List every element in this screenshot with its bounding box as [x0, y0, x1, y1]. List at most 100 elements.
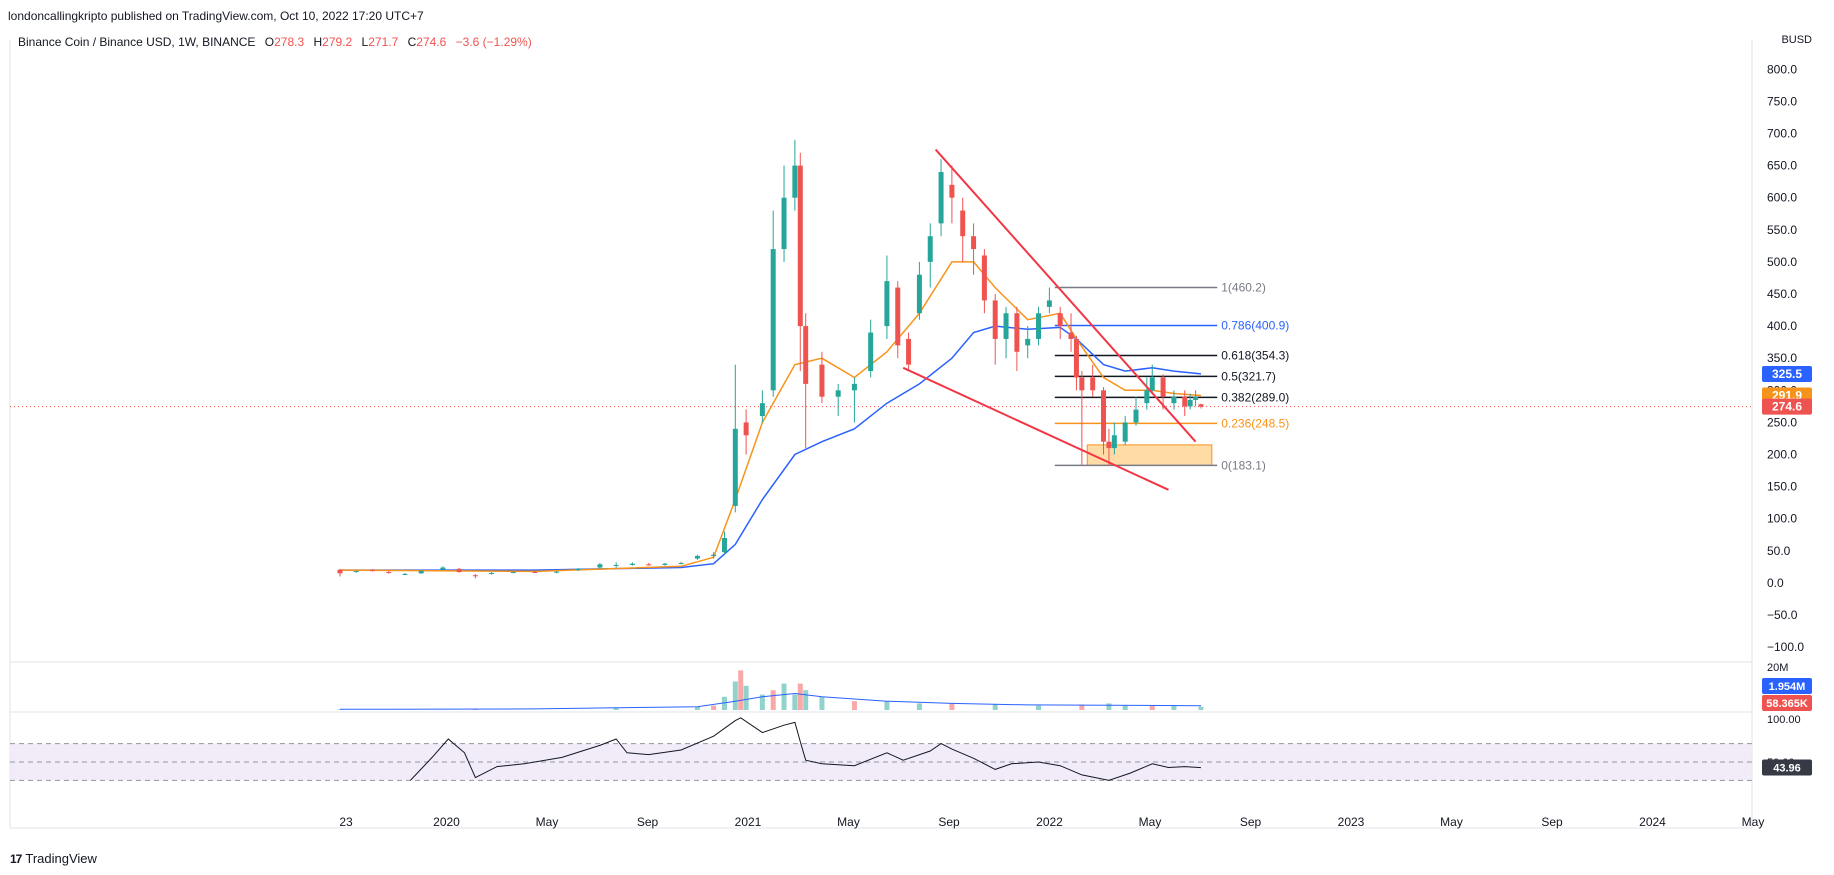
candle-body	[646, 564, 652, 566]
candle-body	[721, 538, 727, 553]
candle-body	[1014, 313, 1020, 352]
volume-bar	[738, 670, 744, 710]
close-label: C	[407, 35, 417, 49]
price-tick-label: 800.0	[1767, 62, 1797, 76]
price-tick-label: 200.0	[1767, 448, 1797, 462]
price-tick-label: 600.0	[1767, 191, 1797, 205]
volume-bar	[711, 705, 717, 710]
fib-level-label: 0.236(248.5)	[1221, 416, 1289, 430]
candle-body	[369, 570, 375, 572]
candle-body	[456, 568, 462, 573]
volume-bar	[732, 681, 738, 710]
time-tick-label: Sep	[1541, 815, 1563, 829]
price-tick-label: 250.0	[1767, 415, 1797, 429]
fib-level-label: 0.382(289.0)	[1221, 390, 1289, 404]
ma-fast-line	[339, 261, 1202, 573]
time-tick-label: May	[837, 815, 860, 829]
volume-bar	[1122, 705, 1128, 710]
candle-body	[1068, 332, 1074, 339]
candle-body	[597, 564, 603, 568]
time-tick-label: 2021	[735, 815, 762, 829]
high-label: H	[313, 35, 323, 49]
volume-bar	[1106, 703, 1112, 710]
candle-body	[1149, 377, 1155, 391]
fib-level-label: 0(183.1)	[1221, 458, 1266, 472]
volume-bar	[613, 707, 619, 710]
symbol-legend: Binance Coin / Binance USD, 1W, BINANCE …	[18, 35, 532, 49]
tradingview-brand[interactable]: 17 TradingView	[10, 851, 97, 866]
rsi-value-badge	[1762, 759, 1812, 776]
change-value: −3.6 (−1.29%)	[455, 35, 532, 49]
volume-bar	[694, 706, 700, 710]
time-tick-label: May	[1440, 815, 1463, 829]
candle-body	[1090, 377, 1096, 391]
volume-bar	[916, 703, 922, 710]
volume-badge	[1762, 678, 1812, 694]
candle-body	[532, 572, 538, 574]
candle-body	[1160, 377, 1166, 397]
price-tick-label: 0.0	[1767, 576, 1784, 590]
price-tick-label: −100.0	[1767, 640, 1804, 654]
volume-bar	[337, 709, 343, 710]
time-tick-label: 2023	[1338, 815, 1365, 829]
rsi-line	[410, 717, 1202, 781]
candle-body	[353, 571, 359, 573]
volume-ma-line	[339, 692, 1202, 710]
symbol-title[interactable]: Binance Coin / Binance USD, 1W, BINANCE	[18, 35, 256, 49]
candle-body	[770, 249, 776, 391]
demand-zone	[1086, 444, 1213, 466]
candle-body	[1046, 300, 1052, 307]
volume-badge	[1762, 695, 1812, 711]
rsi-value-label: 43.96	[1773, 763, 1801, 775]
candle-body	[1133, 409, 1139, 423]
price-tick-label: −50.0	[1767, 608, 1798, 622]
rsi-axis-label: 100.00	[1767, 714, 1801, 726]
candle-body	[662, 563, 668, 565]
volume-bar	[1198, 706, 1204, 710]
candle-body	[938, 172, 944, 224]
volume-axis-label: 20M	[1767, 662, 1788, 674]
time-tick-label: 2024	[1639, 815, 1666, 829]
price-tick-label: 450.0	[1767, 287, 1797, 301]
candle-body	[694, 555, 700, 559]
volume-bar	[743, 685, 749, 710]
close-value: 274.6	[416, 35, 447, 49]
trendline	[934, 148, 1197, 443]
candle-body	[1198, 404, 1204, 407]
price-tick-label: 400.0	[1767, 319, 1797, 333]
low-label: L	[361, 35, 369, 49]
candle-body	[1079, 377, 1085, 391]
candle-body	[781, 197, 787, 250]
candle-body	[819, 364, 825, 397]
candle-body	[835, 390, 841, 397]
candle-body	[1122, 422, 1128, 442]
volume-badge-label: 58.365K	[1766, 698, 1808, 710]
candle-body	[868, 332, 874, 372]
price-tick-label: 750.0	[1767, 94, 1797, 108]
price-tick-label: 100.0	[1767, 512, 1797, 526]
open-label: O	[264, 35, 275, 49]
candle-body	[1003, 313, 1009, 339]
fib-level-label: 0.618(354.3)	[1221, 348, 1289, 362]
candle-body	[895, 287, 901, 346]
candle-body	[1106, 441, 1112, 449]
price-badge	[1762, 365, 1812, 382]
volume-bar	[819, 696, 825, 710]
candle-body	[1036, 313, 1042, 339]
price-badge	[1762, 398, 1812, 415]
candle-body	[1144, 390, 1150, 404]
volume-bar	[949, 703, 955, 710]
candle-body	[1057, 313, 1063, 327]
time-tick-label: 23	[339, 815, 353, 829]
price-tick-label: 350.0	[1767, 351, 1797, 365]
price-tick-label: 150.0	[1767, 480, 1797, 494]
volume-bar	[792, 694, 798, 710]
candle-body	[981, 255, 987, 301]
time-tick-label: May	[1742, 815, 1765, 829]
candle-body	[1111, 435, 1117, 449]
volume-bar	[803, 690, 809, 710]
candle-body	[803, 326, 809, 384]
price-tick-label: 700.0	[1767, 126, 1797, 140]
